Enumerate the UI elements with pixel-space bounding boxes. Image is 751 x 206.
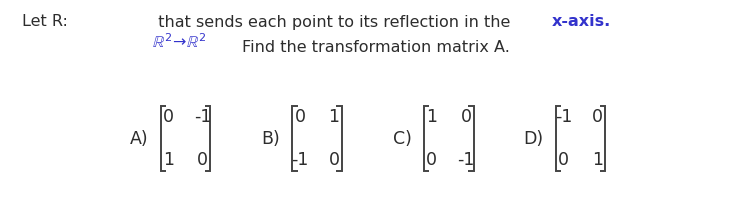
Text: 1: 1 — [163, 151, 173, 169]
Text: D): D) — [523, 130, 544, 148]
Text: -1: -1 — [291, 151, 309, 169]
Text: 1: 1 — [427, 108, 437, 126]
Text: 0: 0 — [460, 108, 472, 126]
Text: 0: 0 — [329, 151, 339, 169]
Text: Let R:: Let R: — [22, 14, 78, 29]
Text: that sends each point to its reflection in the: that sends each point to its reflection … — [148, 14, 515, 29]
Text: Find the transformation matrix A.: Find the transformation matrix A. — [242, 41, 509, 55]
Text: 0: 0 — [197, 151, 208, 169]
Text: B): B) — [261, 130, 280, 148]
Text: $\mathbb{R}^2\!\rightarrow\!\mathbb{R}^2$: $\mathbb{R}^2\!\rightarrow\!\mathbb{R}^2… — [152, 32, 206, 51]
Text: -1: -1 — [194, 108, 211, 126]
Text: -1: -1 — [555, 108, 572, 126]
Text: C): C) — [393, 130, 412, 148]
Text: -1: -1 — [457, 151, 475, 169]
Text: 0: 0 — [427, 151, 437, 169]
Text: 0: 0 — [558, 151, 569, 169]
Text: 1: 1 — [592, 151, 603, 169]
Text: x-axis.: x-axis. — [552, 14, 611, 29]
Text: A): A) — [129, 130, 148, 148]
Text: 0: 0 — [294, 108, 306, 126]
Text: 0: 0 — [163, 108, 173, 126]
Text: 1: 1 — [329, 108, 339, 126]
Text: 0: 0 — [592, 108, 603, 126]
